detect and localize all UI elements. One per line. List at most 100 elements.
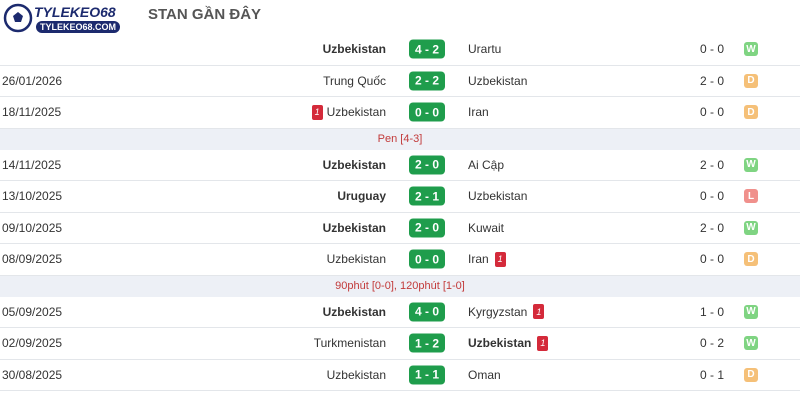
match-date: 02/09/2025 [2, 336, 63, 351]
score: 2 - 0 [409, 155, 445, 175]
away-team: Iran [468, 97, 489, 128]
score: 4 - 2 [409, 39, 445, 59]
half-time-score: 2 - 0 [700, 73, 725, 88]
away-name: Uzbekistan [468, 189, 528, 204]
away-name: Ai Cập [468, 157, 505, 172]
score: 0 - 0 [409, 102, 445, 122]
away-team: Kyrgyzstan 1 [468, 297, 545, 328]
match-date: 18/11/2025 [2, 105, 62, 120]
match-date: 30/08/2025 [2, 367, 63, 382]
half-time-score: 1 - 0 [700, 304, 725, 319]
section-title: STAN GẦN ĐÂY [148, 6, 262, 23]
match-row: 08/09/2025 Uzbekistan 0 - 0 Iran 1 0 - 0 D [0, 244, 800, 276]
home-team: Uzbekistan [327, 360, 386, 391]
red-card: 1 [533, 304, 545, 320]
home-team: Uzbekistan [327, 244, 386, 275]
half-time-score: 0 - 0 [700, 252, 725, 267]
home-name: Turkmenistan [313, 336, 386, 351]
half-time-score: 0 - 2 [700, 336, 725, 351]
result-badge: D [744, 252, 758, 267]
home-team: 1 Uzbekistan [311, 97, 386, 128]
home-name: Uzbekistan [326, 252, 386, 267]
result-badge: W [744, 157, 758, 172]
home-team: Trung Quốc [323, 66, 386, 97]
away-team: Kuwait [468, 213, 504, 244]
away-team: Iran 1 [468, 244, 506, 275]
home-team: Uzbekistan [323, 297, 386, 328]
away-team: Ai Cập [468, 150, 504, 181]
match-date: 09/10/2025 [2, 220, 63, 235]
match-date: 13/10/2025 [2, 189, 63, 204]
home-team: Uruguay [337, 181, 386, 212]
score: 4 - 0 [409, 302, 445, 322]
score: 1 - 1 [409, 365, 445, 385]
home-name: Uzbekistan [326, 367, 386, 382]
home-name: Uzbekistan [322, 42, 386, 57]
home-team: Turkmenistan [314, 328, 386, 359]
match-row: 30/08/2025 Uzbekistan 1 - 1 Oman 0 - 1 D [0, 360, 800, 391]
match-row: 26/01/2026 Trung Quốc 2 - 2 Uzbekistan 2 - 0… [0, 66, 800, 97]
match-row: 05/09/2025 Uzbekistan 4 - 0 Kyrgyzstan 1 1 - … [0, 297, 800, 328]
result-badge: D [744, 73, 758, 88]
home-name: Uzbekistan [322, 157, 386, 172]
home-team: Uzbekistan [323, 34, 386, 65]
logo: TYLEKEO68 TYLEKEO68.COM [0, 0, 122, 38]
away-team: Uzbekistan [468, 66, 527, 97]
half-time-score: 0 - 0 [700, 105, 725, 120]
result-badge: D [744, 367, 758, 382]
home-team: Uzbekistan [323, 150, 386, 181]
red-card: 1 [311, 104, 323, 120]
logo-site: TYLEKEO68.COM [36, 21, 121, 33]
logo-name: TYLEKEO68 [34, 4, 116, 20]
half-time-score: 2 - 0 [700, 157, 725, 172]
away-team: Uzbekistan [468, 181, 527, 212]
away-name: Uzbekistan [468, 73, 528, 88]
home-name: Uruguay [337, 189, 386, 204]
result-badge: W [744, 336, 758, 351]
result-badge: L [744, 189, 758, 204]
away-team: Urartu [468, 34, 501, 65]
match-row: 13/10/2025 Uruguay 2 - 1 Uzbekistan 0 - 0 L [0, 181, 800, 213]
away-name: Oman [468, 367, 501, 382]
score: 0 - 0 [409, 249, 445, 269]
red-card: 1 [537, 335, 549, 351]
away-name: Iran [468, 252, 489, 267]
score: 2 - 1 [409, 186, 445, 206]
match-row: 02/09/2025 Turkmenistan 1 - 2 Uzbekistan 1 0 … [0, 328, 800, 360]
home-name: Uzbekistan [322, 220, 386, 235]
half-time-score: 2 - 0 [700, 220, 725, 235]
result-badge: W [744, 42, 758, 57]
match-date: 08/09/2025 [2, 252, 63, 267]
result-badge: W [744, 304, 758, 319]
home-name: Trung Quốc [323, 73, 386, 88]
home-team: Uzbekistan [323, 213, 386, 244]
match-row: 09/10/2025 Uzbekistan 2 - 0 Kuwait 2 - 0 W [0, 213, 800, 244]
match-date: 14/11/2025 [2, 157, 62, 172]
away-team: Oman [468, 360, 501, 391]
match-row: 14/11/2025 Uzbekistan 2 - 0 Ai Cập 2 - 0 W [0, 150, 800, 181]
match-note: Pen [4-3] [0, 128, 800, 150]
score: 1 - 2 [409, 333, 445, 353]
match-row: 18/11/2025 1 Uzbekistan 0 - 0 Iran 0 - 0 D [0, 97, 800, 129]
half-time-score: 0 - 0 [700, 189, 725, 204]
half-time-score: 0 - 1 [700, 367, 725, 382]
away-name: Urartu [468, 42, 502, 57]
score: 2 - 2 [409, 71, 445, 91]
score: 2 - 0 [409, 218, 445, 238]
away-team: Uzbekistan 1 [468, 328, 549, 359]
match-date: 26/01/2026 [2, 73, 63, 88]
away-name: Iran [468, 105, 489, 120]
match-row: Uzbekistan 4 - 2 Urartu 0 - 0 W [0, 34, 800, 66]
match-note: 90phút [0-0], 120phút [1-0] [0, 275, 800, 297]
home-name: Uzbekistan [322, 304, 386, 319]
result-badge: D [744, 105, 758, 120]
red-card: 1 [494, 251, 506, 267]
match-date: 05/09/2025 [2, 304, 63, 319]
away-name: Uzbekistan [468, 336, 532, 351]
home-name: Uzbekistan [326, 105, 386, 120]
away-name: Kuwait [468, 220, 505, 235]
result-badge: W [744, 220, 758, 235]
away-name: Kyrgyzstan [468, 304, 528, 319]
logo-ball [3, 3, 33, 33]
